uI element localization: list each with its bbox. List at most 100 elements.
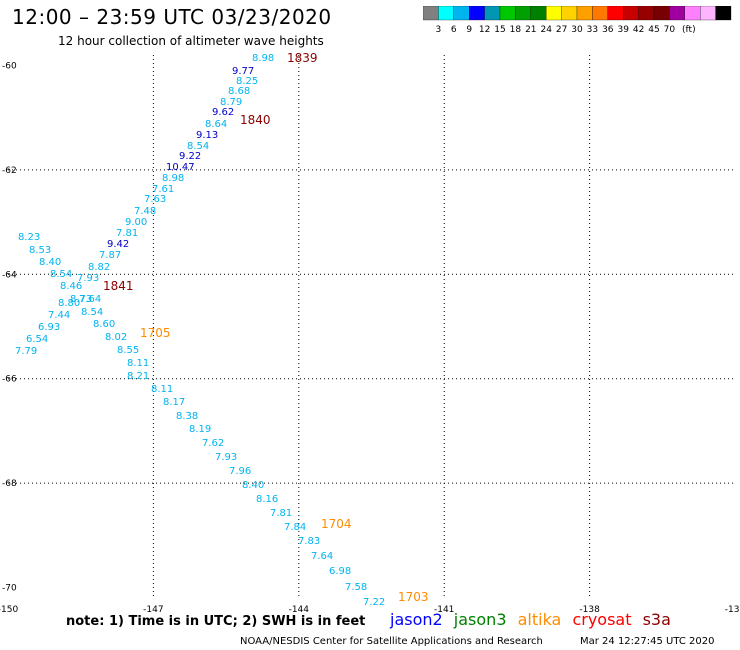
wave-height-point: 8.68: [228, 86, 250, 97]
colorbar-tick-label: 70: [664, 25, 676, 35]
time-label: 1840: [240, 113, 271, 127]
colorbar-tick-label: 30: [571, 25, 583, 35]
time-label: 1705: [140, 326, 171, 340]
wave-height-point: 6.98: [329, 566, 351, 577]
time-label: 1703: [398, 590, 429, 604]
wave-height-point: 8.19: [189, 424, 211, 435]
satellite-legend-jason3: jason3: [453, 610, 507, 629]
time-label: 1839: [287, 51, 318, 65]
wave-height-point: 8.16: [256, 494, 278, 505]
y-tick-label: -66: [2, 375, 17, 385]
wave-height-point: 7.96: [229, 466, 251, 477]
satellite-legend-jason2: jason2: [390, 610, 443, 629]
colorbar-tick-label: 33: [587, 25, 598, 35]
colorbar-tick-label: 18: [510, 25, 522, 35]
y-tick-label: -64: [2, 270, 17, 280]
wave-height-point: 9.22: [179, 151, 201, 162]
wave-height-point: 8.53: [29, 245, 51, 256]
wave-height-point: 8.79: [220, 97, 242, 108]
satellite-legend-altika: altika: [517, 610, 562, 629]
colorbar-legend: 3 6 9 12 15 18 21 24 27 30 33 36 39 42 45 70 (ft): [423, 6, 732, 35]
time-label: 1704: [321, 517, 352, 531]
colorbar-tick-label: 24: [540, 25, 552, 35]
wave-height-point: 8.82: [88, 262, 110, 273]
wave-height-point: 10.47: [166, 162, 195, 173]
footnote: note: 1) Time is in UTC; 2) SWH is in fe…: [66, 614, 366, 629]
wave-height-point: 9.13: [196, 130, 218, 141]
wave-height-point: 7.64: [311, 551, 333, 562]
y-tick-label: -70: [2, 584, 17, 594]
wave-height-point: 8.98: [252, 53, 274, 64]
wave-height-point: 7.58: [345, 582, 367, 593]
satellite-legend: jason2 jason3 altika cryosat s3a: [390, 610, 677, 629]
wave-height-point: 8.23: [18, 232, 40, 243]
wave-height-point: 8.02: [105, 332, 127, 343]
x-tick-label: -135: [725, 605, 740, 615]
wave-height-point: 7.64: [79, 294, 101, 305]
wave-height-point: 8.17: [163, 397, 185, 408]
colorbar-tick-label: 27: [556, 25, 567, 35]
wave-height-point: 7.87: [99, 250, 121, 261]
wave-height-point: 8.25: [236, 76, 258, 87]
wave-height-point: 7.84: [284, 522, 306, 533]
generated-timestamp: Mar 24 12:27:45 UTC 2020: [580, 636, 715, 647]
wave-height-point: 9.62: [212, 107, 234, 118]
x-tick-label: -138: [579, 605, 600, 615]
colorbar-tick-label: 36: [602, 25, 614, 35]
wave-height-point: 7.81: [116, 228, 138, 239]
y-tick-label: -68: [2, 479, 17, 489]
wave-height-point: 8.40: [39, 257, 61, 268]
colorbar-swatch: [715, 6, 732, 21]
x-tick-label: -147: [143, 605, 163, 615]
y-tick-label: -62: [2, 166, 17, 176]
colorbar-tick-label: 15: [494, 25, 505, 35]
wave-height-point: 8.11: [127, 358, 149, 369]
wave-height-point: 7.63: [144, 194, 166, 205]
chart-subtitle: 12 hour collection of altimeter wave hei…: [58, 34, 324, 48]
wave-height-point: 9.77: [232, 66, 254, 77]
wave-height-point: 9.42: [107, 239, 129, 250]
colorbar-tick-label: 6: [451, 25, 457, 35]
wave-height-point: 9.00: [125, 217, 147, 228]
wave-height-point: 8.46: [60, 281, 82, 292]
x-tick-label: -150: [0, 605, 18, 615]
colorbar-tick-label: 42: [633, 25, 644, 35]
wave-height-point: 7.93: [215, 452, 237, 463]
x-tick-label: -141: [434, 605, 454, 615]
x-tick-label: -144: [289, 605, 310, 615]
colorbar-tick-label: (ft): [682, 25, 696, 35]
wave-height-point: 8.38: [176, 411, 198, 422]
wave-height-point: 8.73: [70, 294, 92, 305]
chart-title: 12:00 – 23:59 UTC 03/23/2020: [12, 5, 332, 29]
colorbar-tick-label: 39: [617, 25, 629, 35]
wave-height-point: 8.40: [242, 480, 264, 491]
wave-height-point: 8.55: [117, 345, 139, 356]
wave-height-point: 8.21: [127, 371, 149, 382]
wave-height-point: 7.93: [77, 273, 99, 284]
wave-height-point: 8.54: [187, 141, 209, 152]
y-tick-label: -60: [2, 61, 17, 71]
wave-height-point: 7.61: [152, 184, 174, 195]
wave-height-point: 7.83: [298, 536, 320, 547]
wave-height-point: 7.48: [134, 206, 156, 217]
wave-height-point: 8.60: [93, 319, 115, 330]
colorbar-tick-label: 45: [648, 25, 659, 35]
wave-height-point: 8.11: [151, 384, 173, 395]
time-label: 1841: [103, 279, 134, 293]
wave-height-point: 7.44: [48, 310, 70, 321]
wave-height-point: 6.93: [38, 322, 60, 333]
satellite-legend-cryosat: cryosat: [572, 610, 632, 629]
wave-height-point: 8.64: [205, 119, 227, 130]
colorbar-tick-label: 21: [525, 25, 536, 35]
colorbar-tick-label: 3: [436, 25, 442, 35]
wave-height-point: 7.62: [202, 438, 224, 449]
wave-height-point: 7.79: [15, 346, 37, 357]
colorbar-tick-label: 9: [466, 25, 472, 35]
wave-height-point: 8.80: [58, 298, 80, 309]
credit-text: NOAA/NESDIS Center for Satellite Applica…: [240, 636, 543, 647]
wave-height-point: 8.54: [50, 269, 72, 280]
wave-height-point: 7.22: [363, 597, 385, 608]
wave-height-point: 6.54: [26, 334, 48, 345]
wave-height-point: 7.81: [270, 508, 292, 519]
